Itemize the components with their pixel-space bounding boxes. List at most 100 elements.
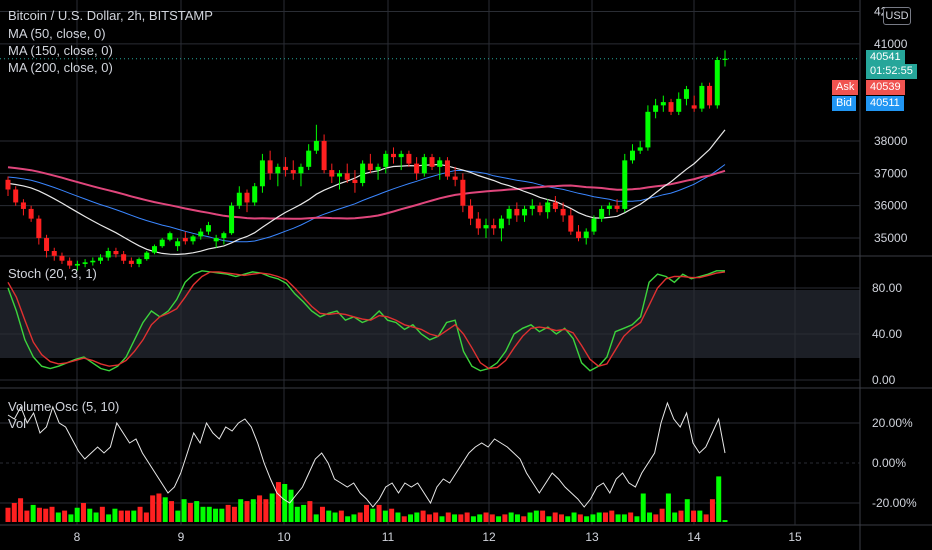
candle-body [591, 218, 597, 232]
candle-body [475, 218, 481, 229]
currency-button[interactable]: USD [883, 7, 911, 25]
volume-osc-line [7, 401, 726, 508]
volume-bar [445, 512, 451, 522]
volume-bar [653, 514, 659, 522]
candle-body [221, 233, 227, 239]
volume-bar [565, 516, 571, 522]
volume-bar [87, 508, 93, 522]
stoch-legend[interactable]: Stoch (20, 3, 1) [8, 266, 97, 281]
volume-bar [55, 512, 61, 522]
volume-bar [433, 512, 439, 522]
candle-body [28, 208, 34, 219]
candle-body [460, 179, 466, 206]
stoch-tick-label: 80.00 [872, 281, 902, 295]
volume-bar [206, 506, 212, 522]
candle-body [151, 246, 157, 253]
ma150-legend[interactable]: MA (150, close, 0) [8, 43, 113, 58]
candle-body [198, 231, 204, 237]
volume-bar [106, 514, 112, 522]
candle-body [5, 179, 11, 190]
ma200-legend[interactable]: MA (200, close, 0) [8, 60, 113, 75]
candle-body [290, 170, 296, 174]
volume-bar [143, 512, 149, 522]
volume-bar [213, 508, 219, 522]
stoch-band [0, 290, 860, 358]
volume-bar [420, 510, 426, 522]
candle-body [599, 208, 605, 219]
candle-body [275, 166, 281, 174]
candle-body [283, 166, 289, 171]
stoch-k-line [7, 270, 725, 372]
volume-bar [577, 514, 583, 522]
chart-title: Bitcoin / U.S. Dollar, 2h, BITSTAMP [8, 8, 213, 23]
volume-bar [477, 514, 483, 522]
candle-body [560, 208, 566, 216]
volume-bar [691, 510, 697, 522]
candle-body [483, 225, 489, 229]
volume-bar [382, 510, 388, 522]
candle-body [421, 157, 427, 174]
candle-body [514, 208, 520, 216]
volume-bar [238, 499, 244, 522]
volume-bar [716, 476, 722, 522]
volume-bar [357, 512, 363, 522]
volume-bar [30, 504, 36, 522]
volume-bar [709, 499, 715, 522]
volume-bar [370, 508, 376, 522]
volume-bar [282, 484, 288, 522]
volume-bar [93, 512, 99, 522]
candle-body [498, 218, 504, 229]
volume-bar [678, 510, 684, 522]
price-tick-label: 37000 [874, 166, 908, 180]
volume-osc-legend[interactable]: Volume Osc (5, 10) [8, 399, 120, 414]
volume-bar [546, 516, 552, 522]
candle-body [444, 160, 450, 177]
volume-bar [307, 501, 313, 522]
vol-legend[interactable]: Vol [8, 416, 27, 431]
candle-body [267, 160, 273, 174]
volume-bar [364, 504, 369, 522]
volume-tick-label: -20.00% [872, 496, 917, 510]
volume-bar [74, 507, 80, 522]
volume-bar [275, 482, 281, 522]
candlesticks [5, 50, 728, 271]
candle-body [537, 205, 543, 213]
candle-body [452, 176, 458, 180]
ma50-legend[interactable]: MA (50, close, 0) [8, 26, 106, 41]
volume-bar [112, 508, 118, 522]
volume-bar [301, 504, 307, 522]
candle-body [144, 252, 150, 260]
candle-body [98, 257, 104, 261]
candle-body [414, 163, 420, 174]
candle-body [383, 153, 389, 167]
candle-body [622, 160, 628, 209]
volume-bar [659, 508, 665, 522]
volume-bar [496, 516, 502, 522]
stoch-tick-label: 0.00 [872, 373, 896, 387]
candle-body [90, 260, 96, 263]
candle-body [722, 58, 728, 61]
volume-bar [263, 499, 269, 522]
candle-body [113, 251, 119, 255]
candle-body [653, 105, 659, 112]
volume-bar [24, 510, 30, 522]
candle-body [683, 89, 689, 99]
time-axis-label: 10 [277, 530, 291, 544]
volume-bar [250, 499, 256, 522]
volume-bar [672, 512, 678, 522]
volume-oscillator-line [7, 401, 726, 508]
candle-body [398, 153, 404, 158]
volume-bar [80, 503, 86, 522]
volume-bar [326, 510, 332, 522]
time-axis-label: 13 [585, 530, 599, 544]
volume-bar [389, 508, 395, 522]
candle-body [159, 239, 165, 247]
volume-bar [508, 512, 514, 522]
volume-bar [175, 510, 181, 522]
volume-bar [439, 516, 445, 522]
volume-bar [351, 514, 357, 522]
volume-bar [169, 501, 175, 522]
volume-bar [68, 514, 74, 522]
time-axis-label: 8 [74, 530, 81, 544]
